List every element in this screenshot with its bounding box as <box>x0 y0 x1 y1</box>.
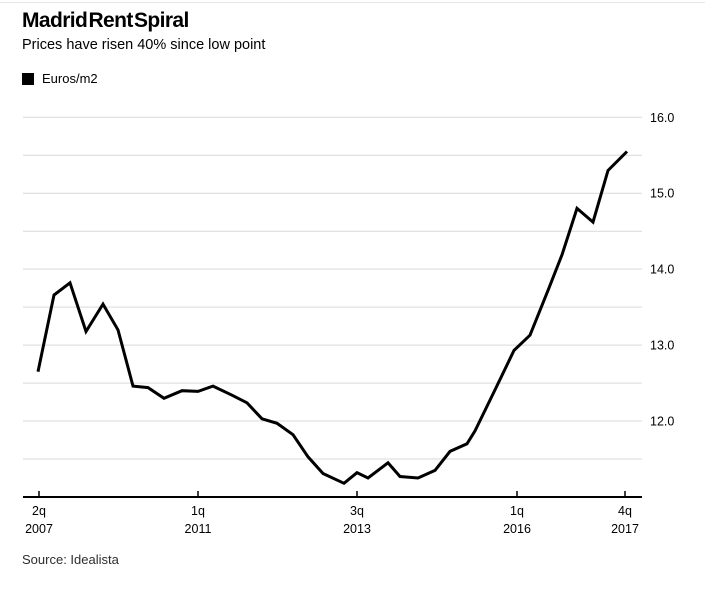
x-axis-label: 1q <box>510 504 524 518</box>
x-axis-label: 2q <box>32 504 46 518</box>
x-axis-label: 2013 <box>343 522 371 536</box>
top-divider <box>0 2 705 3</box>
y-axis-label: 16.0 <box>650 111 674 125</box>
y-axis-label: 12.0 <box>650 415 674 429</box>
y-axis-label: 15.0 <box>650 187 674 201</box>
x-axis-label: 2017 <box>611 522 639 536</box>
legend: Euros/m2 <box>22 71 98 86</box>
x-axis-label: 1q <box>191 504 205 518</box>
x-axis-label: 2007 <box>25 522 53 536</box>
chart-title: Madrid Rent Spiral <box>22 9 189 32</box>
x-axis-label: 3q <box>350 504 364 518</box>
legend-label: Euros/m2 <box>42 71 98 86</box>
x-axis-label: 4q <box>618 504 632 518</box>
x-axis-label: 2011 <box>185 522 212 536</box>
chart-subtitle: Prices have risen 40% since low point <box>22 37 266 53</box>
y-axis-label: 13.0 <box>650 339 674 353</box>
y-axis-label: 14.0 <box>650 263 674 277</box>
price-line <box>36 150 629 486</box>
legend-swatch-icon <box>22 72 34 85</box>
source-note: Source: Idealista <box>22 552 119 567</box>
x-axis-label: 2016 <box>503 522 531 536</box>
